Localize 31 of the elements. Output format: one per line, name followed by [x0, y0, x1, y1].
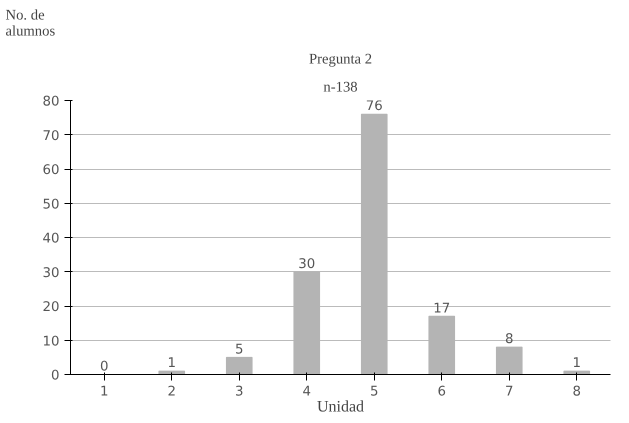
- chart-title: Pregunta 2: [308, 52, 372, 68]
- y-tick-label: 60: [42, 163, 60, 178]
- x-tick-label: 1: [100, 384, 108, 400]
- data-label: 0: [100, 360, 108, 374]
- chart-subtitle: n-138: [323, 80, 358, 96]
- data-label: 17: [433, 301, 450, 316]
- data-label: 76: [366, 99, 383, 114]
- y-tick-label: 40: [42, 232, 60, 246]
- y-tick-label: 70: [42, 128, 60, 144]
- data-label: 30: [298, 256, 316, 272]
- x-tick-label: 5: [370, 384, 378, 400]
- x-axis-title: Unidad: [316, 398, 364, 416]
- y-tick-label: 80: [42, 94, 60, 110]
- x-tick-label: 3: [235, 384, 244, 400]
- bar: [496, 346, 523, 374]
- y-tick-label: 50: [42, 197, 60, 212]
- y-tick-label: 20: [42, 300, 60, 315]
- data-label: 1: [572, 356, 581, 372]
- data-label: 8: [505, 332, 514, 348]
- data-label: 5: [235, 342, 244, 358]
- y-tick-label: 30: [42, 266, 60, 281]
- bar: [226, 356, 253, 374]
- y-axis-title: No. de alumnos: [6, 8, 56, 40]
- data-label: 1: [168, 356, 176, 372]
- y-tick-label: 10: [42, 334, 60, 350]
- x-tick-label: 6: [438, 384, 446, 400]
- x-tick-label: 8: [572, 384, 581, 400]
- x-tick-label: 2: [168, 384, 176, 400]
- y-tick-label: 0: [51, 368, 60, 384]
- x-tick-label: 7: [505, 384, 514, 400]
- x-tick-label: 4: [302, 384, 311, 400]
